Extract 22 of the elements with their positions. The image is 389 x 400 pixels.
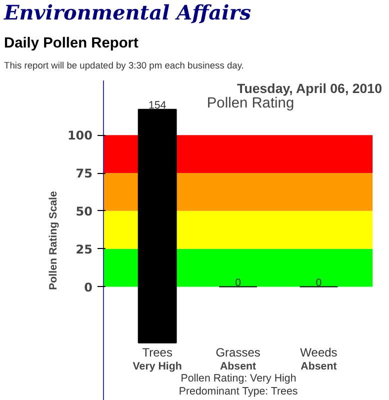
text: This report will be updated by 3:30 pm each business day. (4, 59, 244, 72)
annotation: Absent (300, 360, 338, 372)
annotation: Predominant Type: Trees (178, 386, 298, 398)
annotation: Absent (220, 360, 257, 372)
data-label: 0 (316, 276, 322, 289)
annotation: Very High (132, 360, 182, 372)
y-tick-label: 100 (67, 128, 93, 143)
text: Daily Pollen Report (4, 34, 138, 54)
x-tick-label: Grasses (216, 346, 260, 360)
y-tick-label: 25 (76, 242, 93, 256)
text: Pollen Rating (206, 96, 294, 112)
x-tick-label: Weeds (300, 346, 338, 360)
x-tick-label: Trees (142, 346, 172, 360)
y-tick-label: 0 (84, 280, 93, 294)
chart-subtitle: Tuesday, April 06, 2010 (237, 81, 382, 96)
y-tick-label: 75 (76, 166, 93, 181)
annotation: Pollen Rating: Very High (180, 372, 296, 384)
data-label: 0 (235, 276, 242, 289)
y-tick-label: 50 (76, 204, 93, 218)
data-label: 154 (148, 99, 166, 112)
y-axis-title: Pollen Rating Scale (47, 190, 60, 290)
text: Environmental Affairs (4, 0, 252, 27)
